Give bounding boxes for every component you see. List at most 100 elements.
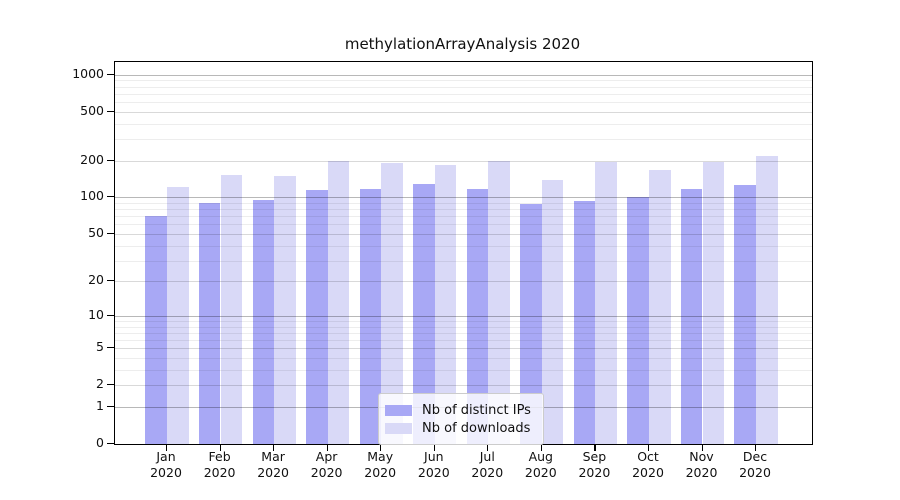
gridline [115, 111, 812, 113]
y-tick-label: 500 [80, 102, 104, 118]
gridline [115, 233, 812, 235]
x-tick-mark [487, 444, 489, 451]
y-tick-mark [107, 196, 114, 198]
bar-distinct-ips-dec [734, 184, 756, 444]
bar-distinct-ips-jan [145, 216, 167, 444]
x-tick-mark [701, 444, 703, 451]
plot-area [114, 61, 813, 445]
gridline [115, 385, 812, 387]
x-tick-label: Apr 2020 [310, 449, 343, 480]
bar-downloads-feb [220, 175, 243, 444]
bar-distinct-ips-nov [680, 188, 703, 444]
bar-distinct-ips-aug [520, 203, 542, 444]
bar-downloads-oct [649, 169, 671, 444]
gridline [115, 209, 812, 211]
gridline [115, 281, 812, 283]
y-tick-mark [107, 347, 114, 349]
x-tick-mark [273, 444, 275, 451]
legend-swatch-downloads [385, 422, 412, 434]
legend-label-distinct-ips: Nb of distinct IPs [422, 402, 531, 418]
legend-label-downloads: Nb of downloads [422, 420, 531, 436]
gridline [115, 340, 812, 341]
x-tick-mark [540, 444, 542, 451]
x-tick-label: Feb 2020 [203, 449, 236, 480]
gridline [115, 216, 812, 218]
y-tick-mark [107, 110, 114, 112]
y-tick-mark [107, 280, 114, 282]
x-tick-label: Jul 2020 [471, 449, 504, 480]
y-tick-mark [107, 159, 114, 161]
x-tick-mark [648, 444, 650, 451]
bar-distinct-ips-sep [573, 200, 596, 444]
gridline [115, 202, 812, 204]
gridline [115, 260, 812, 262]
x-tick-label: Aug 2020 [524, 449, 557, 480]
bar-downloads-dec [756, 155, 778, 444]
legend-item-distinct-ips: Nb of distinct IPs [385, 402, 535, 418]
y-tick-label: 200 [80, 151, 104, 167]
y-tick-mark [107, 314, 114, 316]
gridline [115, 93, 812, 95]
x-tick-mark [755, 444, 757, 451]
bar-downloads-apr [327, 160, 350, 444]
y-tick-label: 10 [88, 306, 104, 322]
gridline [115, 74, 812, 76]
gridline [115, 315, 812, 317]
y-tick-label: 0 [96, 435, 104, 450]
x-tick-label: Mar 2020 [257, 449, 289, 480]
bar-distinct-ips-may [359, 188, 382, 444]
x-tick-label: May 2020 [364, 449, 397, 480]
y-tick-label: 100 [80, 188, 104, 204]
bar-distinct-ips-oct [627, 197, 649, 444]
gridline [115, 358, 812, 359]
gridline [115, 245, 812, 247]
x-tick-mark [594, 444, 596, 451]
gridline [115, 102, 812, 103]
gridline [115, 80, 812, 82]
legend-swatch-distinct-ips [385, 404, 412, 416]
gridline [115, 86, 812, 88]
x-tick-label: Nov 2020 [685, 449, 718, 480]
y-tick-mark [107, 443, 114, 445]
bar-downloads-nov [702, 161, 725, 444]
y-tick-mark [107, 406, 114, 408]
gridline [115, 320, 812, 322]
y-tick-label: 1 [96, 398, 104, 413]
chart-title: methylationArrayAnalysis 2020 [344, 35, 581, 53]
y-tick-mark [107, 384, 114, 386]
x-tick-mark [219, 444, 221, 451]
gridline [115, 197, 812, 199]
bar-distinct-ips-mar [252, 200, 275, 444]
legend-item-downloads: Nb of downloads [385, 420, 535, 436]
x-tick-mark [380, 444, 382, 451]
gridline [115, 332, 812, 334]
gridline [115, 160, 812, 162]
y-tick-label: 5 [96, 339, 104, 355]
x-tick-label: Oct 2020 [632, 449, 664, 480]
bar-downloads-sep [595, 162, 617, 444]
bar-downloads-aug [541, 180, 564, 444]
y-tick-mark [107, 73, 114, 75]
y-tick-label: 50 [88, 224, 104, 240]
x-tick-mark [326, 444, 328, 451]
y-tick-mark [107, 232, 114, 235]
bar-downloads-mar [274, 176, 296, 444]
y-tick-label: 20 [88, 272, 104, 288]
bar-distinct-ips-feb [198, 202, 221, 444]
bar-downloads-may [381, 163, 403, 444]
x-tick-label: Jan 2020 [150, 449, 182, 480]
bar-distinct-ips-jun [413, 184, 435, 444]
x-tick-mark [166, 444, 168, 451]
gridline [115, 326, 812, 328]
bar-downloads-jan [167, 187, 189, 444]
legend: Nb of distinct IPs Nb of downloads [378, 393, 544, 445]
x-tick-mark [433, 444, 435, 451]
bar-downloads-jul [488, 161, 510, 444]
bar-downloads-jun [434, 165, 457, 444]
gridline [115, 348, 812, 350]
gridline [115, 369, 812, 371]
bar-distinct-ips-jul [466, 188, 489, 444]
y-tick-label: 1000 [72, 65, 104, 81]
x-tick-label: Jun 2020 [417, 449, 450, 480]
